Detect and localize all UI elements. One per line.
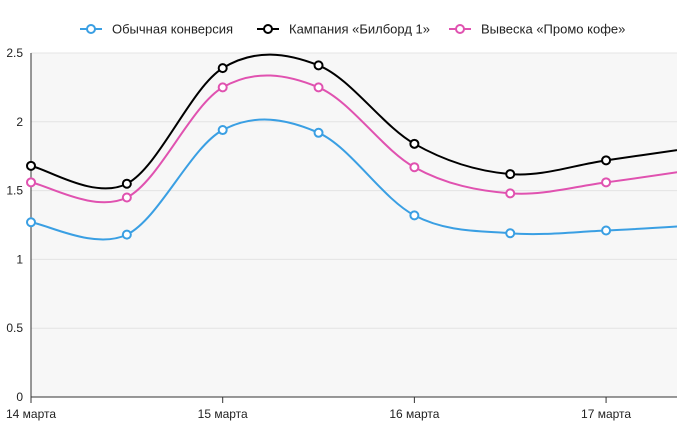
data-point[interactable] — [313, 127, 324, 138]
series-line — [30, 118, 677, 241]
tick-labels: 0 0.5 1 1.5 2 2.5 14 марта 15 марта 16 марта 17 м… — [6, 46, 631, 421]
data-point[interactable] — [601, 155, 612, 166]
data-point[interactable] — [26, 177, 36, 188]
y-tick-label: 2 — [16, 115, 23, 129]
series-line — [30, 53, 677, 190]
legend-marker — [86, 24, 96, 34]
y-tick-label: 2.5 — [6, 46, 23, 60]
legend-label: Обычная конверсия — [112, 22, 233, 37]
legend-item[interactable]: Обычная конверсия — [80, 22, 233, 37]
data-point[interactable] — [217, 125, 228, 136]
y-tick-label: 0 — [16, 390, 23, 404]
legend-marker — [263, 24, 273, 34]
data-point[interactable] — [26, 217, 36, 228]
data-point[interactable] — [313, 60, 324, 71]
data-point[interactable] — [505, 228, 516, 239]
data-point[interactable] — [505, 169, 516, 180]
legend-label: Кампания «Билборд 1» — [289, 22, 430, 37]
data-point[interactable] — [409, 210, 420, 221]
legend-label: Вывеска «Промо кофе» — [481, 22, 625, 37]
x-tick-label: 17 марта — [581, 407, 631, 421]
legend[interactable]: Обычная конверсия Кампания «Билборд 1» Выв… — [80, 22, 625, 37]
data-point[interactable] — [121, 229, 132, 240]
data-point[interactable] — [409, 162, 420, 173]
y-tick-label: 1 — [16, 252, 23, 266]
legend-item[interactable]: Кампания «Билборд 1» — [257, 22, 430, 37]
data-point[interactable] — [217, 63, 228, 74]
data-point[interactable] — [217, 82, 228, 93]
x-tick-label: 15 марта — [198, 407, 248, 421]
data-point[interactable] — [313, 82, 324, 93]
x-tick-label: 16 марта — [389, 407, 439, 421]
data-point[interactable] — [601, 177, 612, 188]
legend-item[interactable]: Вывеска «Промо кофе» — [449, 22, 625, 37]
y-tick-label: 1.5 — [6, 184, 23, 198]
data-point[interactable] — [26, 160, 36, 171]
legend-marker — [455, 24, 465, 34]
series-group — [26, 53, 677, 241]
plot-background — [31, 53, 677, 397]
x-tick-label: 14 марта — [6, 407, 56, 421]
data-point[interactable] — [121, 192, 132, 203]
data-point[interactable] — [409, 138, 420, 149]
data-point[interactable] — [505, 188, 516, 199]
data-point[interactable] — [601, 225, 612, 236]
grid-lines — [31, 52, 677, 329]
series-line — [30, 74, 677, 204]
y-tick-label: 0.5 — [6, 321, 23, 335]
data-point[interactable] — [121, 178, 132, 189]
